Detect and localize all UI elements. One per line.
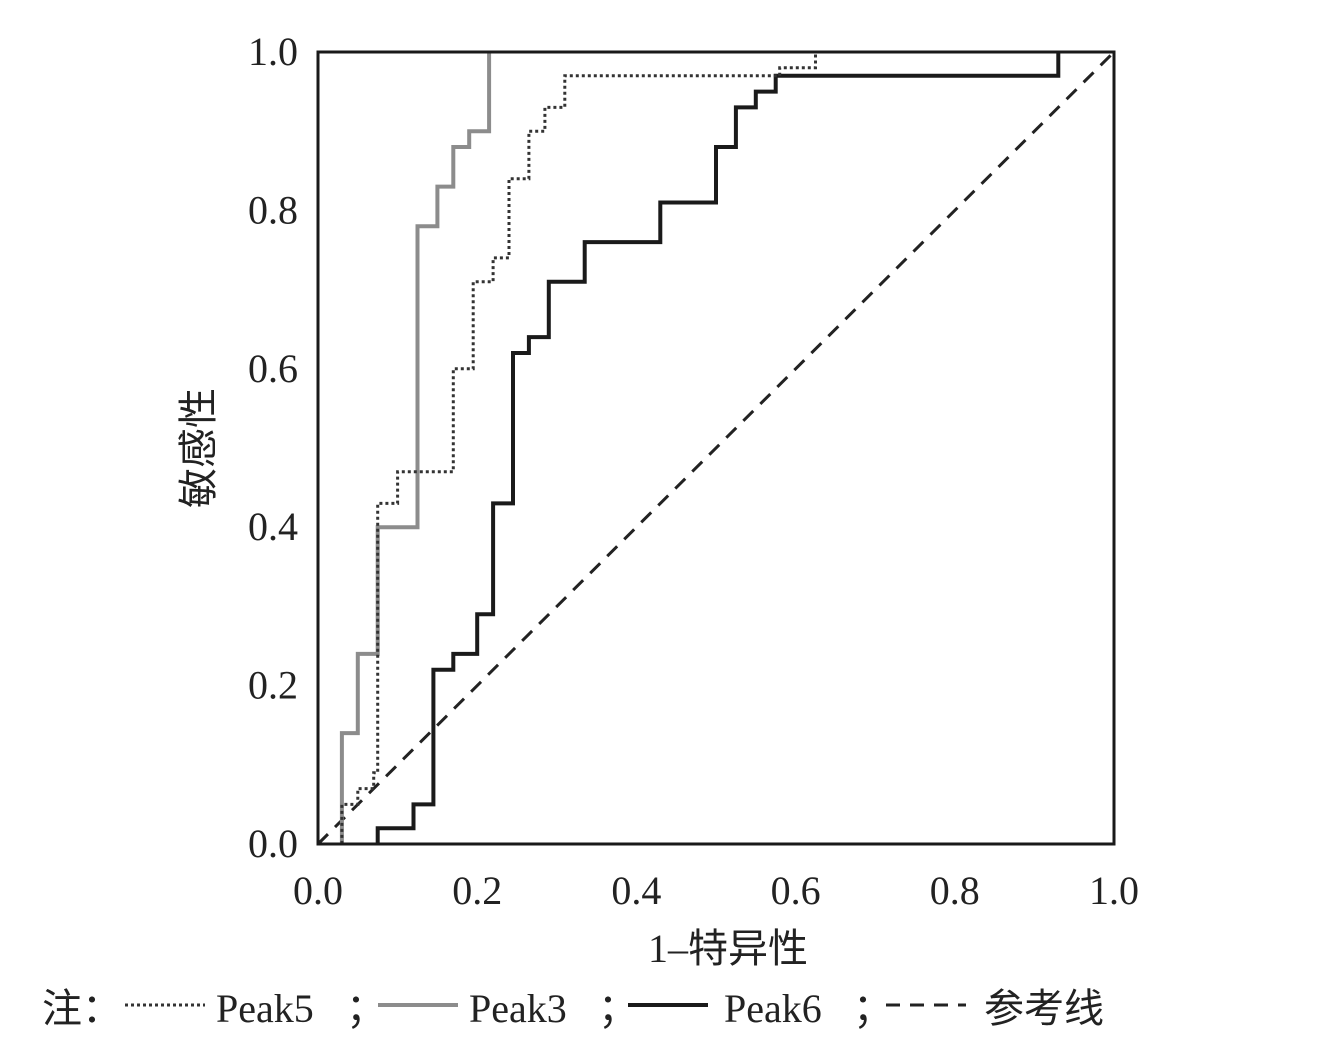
plot-frame [316,50,1116,846]
x-tick-label: 0.6 [771,868,821,913]
legend-label-Peak6: Peak6 [724,986,822,1031]
x-tick-label: 0.4 [611,868,661,913]
legend-label-参考线: 参考线 [984,986,1104,1031]
series-line-参考线 [316,50,1116,846]
y-tick-labels: 0.0 0.2 0.4 0.6 0.8 1.0 [248,29,298,866]
legend-separator: ； [346,986,386,1031]
y-tick-label: 0.0 [248,821,298,866]
x-tick-label: 0.8 [930,868,980,913]
legend-separator: ； [853,986,893,1031]
legend: 注： Peak5 ； Peak3 ； Peak6 ； 参考线 [42,986,1104,1031]
x-tick-label: 0.0 [293,868,343,913]
y-tick-label: 0.4 [248,504,298,549]
legend-label-Peak3: Peak3 [469,986,567,1031]
y-tick-label: 0.2 [248,663,298,708]
series-line-Peak6 [375,52,1061,844]
y-tick-label: 0.8 [248,187,298,232]
series-line-Peak3 [339,52,492,844]
y-tick-label: 1.0 [248,29,298,74]
legend-prefix: 注： [42,986,122,1031]
y-tick-label: 0.6 [248,346,298,391]
y-axis-title: 敏感性 [176,388,221,508]
x-axis-title: 1–特异性 [648,926,808,971]
legend-separator: ； [598,986,638,1031]
series-layer [316,50,1116,846]
series-line-Peak5 [318,50,1114,846]
x-tick-labels: 0.0 0.2 0.4 0.6 0.8 1.0 [293,868,1139,913]
x-tick-label: 1.0 [1089,868,1139,913]
x-tick-label: 0.2 [452,868,502,913]
legend-label-Peak5: Peak5 [216,986,314,1031]
